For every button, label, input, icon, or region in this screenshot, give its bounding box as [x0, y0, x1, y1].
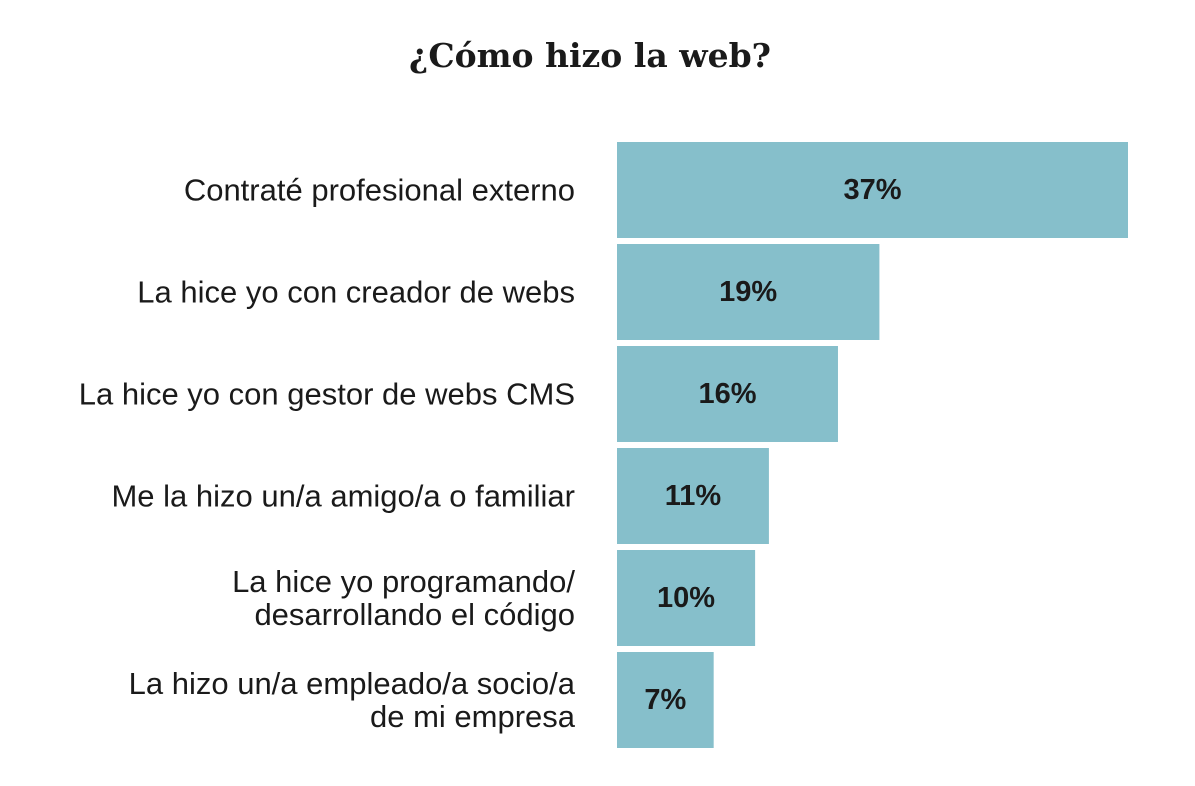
- value-label-5: 10%: [657, 582, 715, 614]
- category-label-1: Contraté profesional externo: [184, 173, 575, 208]
- value-label-3: 16%: [698, 378, 756, 410]
- bars-layer: 37% Contraté profesional externo 19% La hic…: [79, 142, 1128, 748]
- bar-4: [617, 448, 769, 544]
- category-label-6-line-2: de mi empresa: [370, 699, 576, 734]
- value-label-2: 19%: [719, 276, 777, 308]
- category-label-3: La hice yo con gestor de webs CMS: [79, 377, 575, 412]
- bar-2: [617, 244, 880, 340]
- category-label-5-line-1: La hice yo programando/: [232, 564, 575, 599]
- category-label-5-line-2: desarrollando el código: [254, 597, 575, 632]
- bar-5: [617, 550, 756, 646]
- bar-6: [617, 652, 714, 748]
- value-label-1: 37%: [843, 174, 901, 206]
- value-label-4: 11%: [665, 480, 722, 512]
- bar-1: [617, 142, 1128, 238]
- bar-3: [617, 346, 838, 442]
- chart-title: ¿Cómo hizo la web?: [409, 36, 771, 75]
- category-label-4: Me la hizo un/a amigo/a o familiar: [111, 479, 575, 514]
- value-label-6: 7%: [644, 684, 686, 716]
- category-label-6-line-1: La hizo un/a empleado/a socio/a: [129, 666, 576, 701]
- category-label-2: La hice yo con creador de webs: [137, 275, 575, 310]
